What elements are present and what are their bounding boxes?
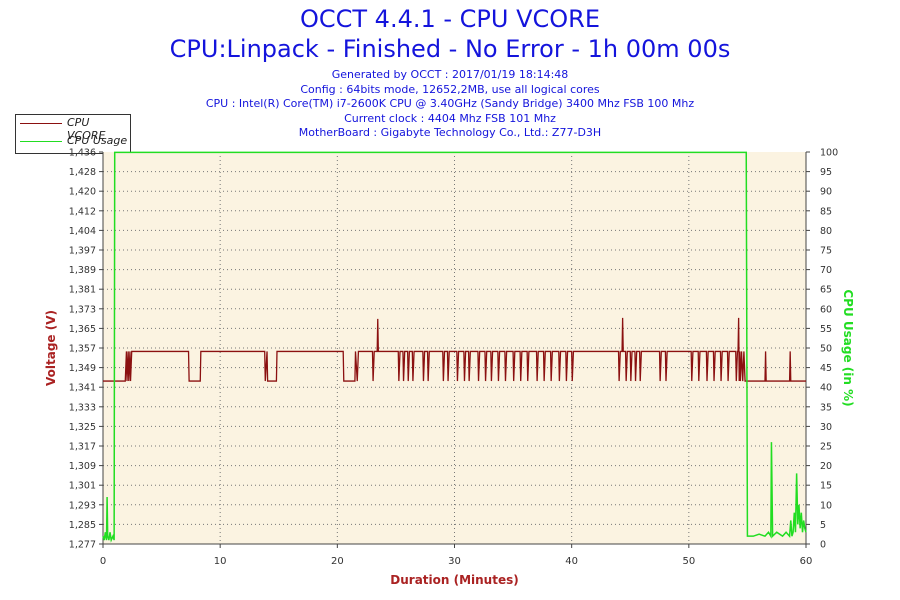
info-cpu: CPU : Intel(R) Core(TM) i7-2600K CPU @ 3…: [205, 97, 695, 110]
y-right-tick-label: 5: [820, 520, 826, 531]
y-right-tick-label: 45: [820, 363, 832, 374]
y-left-tick-label: 1,349: [69, 363, 96, 374]
y-right-tick-label: 85: [820, 206, 832, 217]
y-right-tick-label: 60: [820, 304, 832, 315]
y-left-tick-label: 1,381: [69, 285, 96, 296]
y-left-tick-label: 1,277: [69, 540, 96, 551]
chart-subtitle: CPU:Linpack - Finished - No Error - 1h 0…: [169, 35, 731, 63]
y-right-tick-label: 15: [820, 481, 832, 492]
y-right-tick-label: 90: [820, 187, 832, 198]
x-tick-label: 0: [100, 556, 106, 567]
x-axis-label: Duration (Minutes): [390, 573, 518, 587]
x-tick-label: 20: [331, 556, 344, 567]
y-right-tick-label: 70: [820, 265, 832, 276]
y-right-tick-label: 95: [820, 167, 832, 178]
y-left-tick-label: 1,373: [69, 304, 96, 315]
y-right-tick-label: 100: [820, 148, 838, 159]
y-right-tick-label: 10: [820, 500, 832, 511]
y-left-tick-label: 1,341: [69, 383, 96, 394]
y-left-tick-label: 1,285: [69, 520, 96, 531]
chart-title: OCCT 4.4.1 - CPU VCORE: [299, 5, 600, 33]
legend-item-usage: CPU Usage: [16, 133, 130, 151]
y-right-tick-label: 65: [820, 285, 832, 296]
legend-item-vcore: CPU VCORE: [16, 115, 130, 142]
info-config: Config : 64bits mode, 12652,2MB, use all…: [300, 82, 600, 96]
y-left-tick-label: 1,365: [69, 324, 96, 335]
y-right-tick-label: 75: [820, 246, 832, 257]
y-axis-label-right: CPU Usage (in %): [841, 289, 855, 406]
info-clock: Current clock : 4404 Mhz FSB 101 Mhz: [344, 111, 556, 125]
legend-label-vcore: CPU VCORE: [67, 116, 106, 142]
series-line-cpu-vcore: [103, 317, 806, 382]
info-generated: Generated by OCCT : 2017/01/19 18:14:48: [331, 68, 569, 81]
y-right-tick-label: 30: [820, 422, 832, 433]
x-tick-label: 40: [565, 556, 578, 567]
y-right-tick-label: 35: [820, 402, 832, 413]
y-left-tick-label: 1,420: [69, 187, 96, 198]
legend-label-usage: CPU Usage: [67, 134, 128, 147]
y-right-tick-label: 25: [820, 442, 832, 453]
chart-legend: CPU VCORE CPU Usage: [15, 114, 131, 154]
y-right-tick-label: 50: [820, 344, 832, 355]
x-tick-label: 10: [214, 556, 227, 567]
y-right-tick-label: 55: [820, 324, 832, 335]
series-line-cpu-usage: [102, 151, 807, 543]
legend-swatch-usage: [20, 141, 62, 142]
y-right-tick-label: 20: [820, 461, 832, 472]
y-right-tick-label: 40: [820, 383, 832, 394]
x-tick-label: 60: [800, 556, 813, 567]
y-left-tick-label: 1,389: [69, 265, 96, 276]
y-axis-label-left: Voltage (V): [44, 310, 58, 386]
legend-swatch-vcore: [20, 123, 62, 124]
y-left-tick-label: 1,397: [69, 246, 96, 257]
y-left-tick-label: 1,301: [69, 481, 96, 492]
y-left-tick-label: 1,404: [69, 226, 96, 237]
x-tick-label: 50: [682, 556, 695, 567]
y-left-tick-label: 1,333: [69, 402, 96, 413]
y-right-tick-label: 80: [820, 226, 832, 237]
y-left-tick-label: 1,436: [69, 148, 96, 159]
y-left-tick-label: 1,412: [69, 206, 96, 217]
info-motherboard: MotherBoard : Gigabyte Technology Co., L…: [298, 126, 602, 139]
y-left-tick-label: 1,357: [69, 344, 96, 355]
y-left-tick-label: 1,325: [69, 422, 96, 433]
y-right-tick-label: 0: [820, 540, 826, 551]
y-left-tick-label: 1,317: [69, 442, 96, 453]
x-tick-label: 30: [448, 556, 461, 567]
y-left-tick-label: 1,309: [69, 461, 96, 472]
y-left-tick-label: 1,428: [69, 167, 96, 178]
y-left-tick-label: 1,293: [69, 500, 96, 511]
